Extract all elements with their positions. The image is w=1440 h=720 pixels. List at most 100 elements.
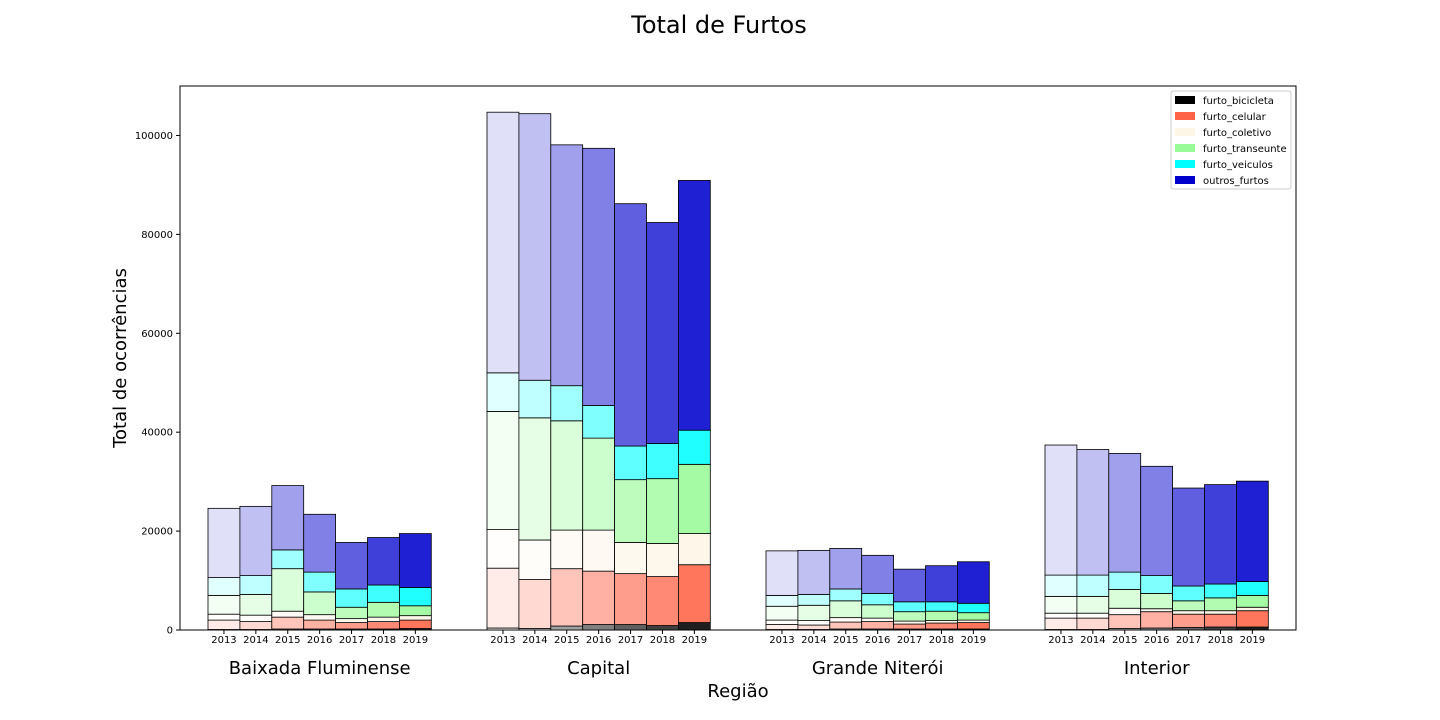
x-tick-label: 2014	[801, 635, 826, 646]
group-label: Interior	[1124, 658, 1190, 679]
bar-segment-outros-furtos	[614, 203, 647, 447]
bar-segment-furto-celular	[957, 622, 990, 630]
bar-segment-furto-veiculos	[797, 593, 831, 606]
bar-segment-furto-veiculos	[614, 445, 647, 481]
bar-segment-furto-veiculos	[398, 587, 432, 607]
x-tick-label: 2017	[339, 635, 364, 646]
bar-segment-furto-veiculos	[1236, 581, 1269, 596]
bar-segment-furto-celular	[303, 619, 337, 630]
bar-segment-furto-veiculos	[1204, 583, 1237, 599]
bar-segment-furto-veiculos	[646, 443, 679, 480]
bar-segment-furto-transeunte	[1076, 595, 1110, 614]
y-tick-label: 20000	[141, 527, 173, 538]
x-tick-label: 2014	[522, 635, 547, 646]
x-tick-label: 2014	[1080, 635, 1105, 646]
legend-swatch	[1175, 112, 1195, 120]
x-tick-label: 2018	[1208, 635, 1233, 646]
x-tick-label: 2016	[586, 635, 611, 646]
bar-segment-furto-transeunte	[614, 479, 647, 543]
bar-segment-furto-veiculos	[550, 385, 584, 422]
bar-segment-furto-transeunte	[1140, 593, 1173, 610]
bar-segment-furto-coletivo	[550, 529, 584, 570]
bar-segment-furto-celular	[550, 568, 584, 627]
bar-segment-furto-celular	[765, 624, 799, 630]
bar-segment-furto-celular	[486, 567, 520, 629]
bar-segment-outros-furtos	[335, 542, 368, 590]
bar-segment-outros-furtos	[678, 180, 711, 431]
bar-segment-outros-furtos	[765, 550, 799, 596]
x-tick-label: 2019	[403, 635, 428, 646]
x-tick-label: 2013	[1048, 635, 1073, 646]
bar-segment-furto-coletivo	[207, 613, 241, 621]
bars-layer	[207, 111, 1269, 631]
bar-segment-outros-furtos	[239, 505, 273, 577]
bar-segment-furto-celular	[335, 622, 368, 630]
bar-segment-furto-veiculos	[1172, 585, 1205, 602]
bar-segment-furto-transeunte	[207, 594, 241, 615]
bar-segment-outros-furtos	[518, 113, 552, 381]
bar-segment-outros-furtos	[367, 537, 400, 586]
x-tick-label: 2018	[371, 635, 396, 646]
bar-segment-furto-celular	[1076, 617, 1110, 630]
bar-segment-outros-furtos	[1236, 480, 1269, 582]
bar-segment-furto-celular	[398, 619, 432, 629]
bar-segment-furto-bicicleta	[582, 624, 616, 631]
bar-segment-furto-veiculos	[367, 584, 400, 603]
bar-segment-furto-celular	[207, 619, 241, 630]
bar-segment-outros-furtos	[303, 513, 337, 573]
y-tick-label: 0	[167, 626, 173, 637]
bar-segment-furto-transeunte	[582, 437, 616, 531]
bar-segment-furto-veiculos	[1140, 575, 1173, 594]
x-tick-label: 2013	[490, 635, 515, 646]
x-axis: 2013 2014 2015 2016 2017 2018 2019 Baixada Flum…	[211, 630, 1265, 679]
bar-segment-furto-celular	[646, 576, 679, 626]
bar-segment-furto-transeunte	[239, 593, 273, 616]
x-tick-label: 2015	[1112, 635, 1137, 646]
bar-segment-outros-furtos	[582, 147, 616, 406]
group-label: Grande Niterói	[812, 658, 944, 679]
x-tick-label: 2018	[929, 635, 954, 646]
bar-segment-furto-transeunte	[1044, 595, 1078, 614]
x-tick-label: 2015	[554, 635, 579, 646]
y-tick-label: 40000	[141, 428, 173, 439]
bar-segment-furto-transeunte	[861, 604, 895, 619]
x-tick-label: 2014	[243, 635, 268, 646]
legend-swatch	[1175, 96, 1195, 104]
bar-segment-furto-veiculos	[582, 405, 616, 439]
legend-label: furto_transeunte	[1203, 144, 1287, 155]
legend: furto_bicicleta furto_celular furto_coleti…	[1170, 90, 1292, 190]
plot-area	[179, 85, 1297, 631]
bar-segment-furto-bicicleta	[1204, 626, 1237, 631]
bar-segment-furto-transeunte	[797, 604, 831, 622]
y-tick-label: 100000	[135, 131, 173, 142]
bar-segment-furto-celular	[1140, 611, 1173, 629]
bar-segment-furto-transeunte	[646, 478, 679, 544]
bar-segment-outros-furtos	[797, 549, 831, 595]
bar-segment-furto-transeunte	[957, 612, 990, 621]
x-axis-label: Região	[707, 681, 768, 702]
bar-segment-furto-celular	[614, 573, 647, 625]
x-tick-label: 2013	[211, 635, 236, 646]
bar-segment-outros-furtos	[925, 565, 958, 603]
bar-segment-furto-coletivo	[678, 533, 711, 566]
legend-label: furto_veiculos	[1203, 160, 1273, 171]
bar-segment-furto-coletivo	[1236, 606, 1269, 612]
x-tick-label: 2016	[1144, 635, 1169, 646]
bar-segment-outros-furtos	[646, 222, 679, 444]
bar-segment-furto-veiculos	[239, 575, 273, 595]
bar-segment-furto-coletivo	[1108, 607, 1142, 616]
bar-segment-furto-transeunte	[550, 420, 584, 531]
bar-segment-furto-veiculos	[335, 588, 368, 608]
bar-segment-outros-furtos	[957, 561, 990, 604]
bar-segment-furto-coletivo	[1076, 612, 1110, 619]
legend-label: furto_celular	[1203, 112, 1267, 123]
bar-segment-furto-coletivo	[486, 529, 520, 569]
x-tick-label: 2017	[897, 635, 922, 646]
bar-segment-furto-celular	[1172, 613, 1205, 628]
bar-segment-outros-furtos	[1140, 465, 1173, 576]
bar-segment-furto-celular	[925, 622, 958, 630]
bar-segment-furto-veiculos	[1044, 574, 1078, 597]
bar-segment-furto-bicicleta	[646, 625, 679, 631]
bar-segment-outros-furtos	[1172, 487, 1205, 587]
bar-segment-furto-transeunte	[1172, 600, 1205, 612]
